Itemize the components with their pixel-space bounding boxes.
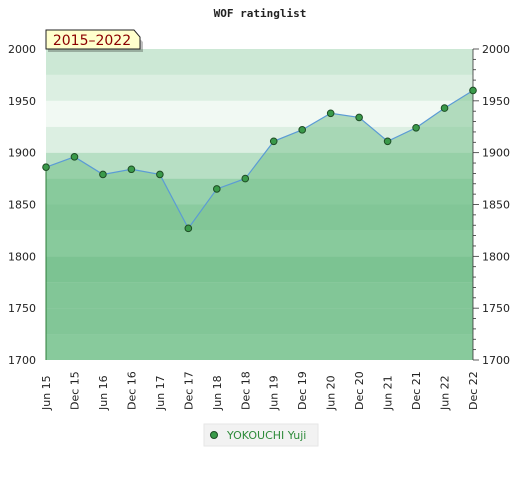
legend-marker [210, 431, 218, 439]
y-tick-right-1900: 1900 [482, 147, 510, 160]
rating-point[interactable] [326, 109, 335, 118]
legend-label: YOKOUCHI Yuji [226, 429, 306, 442]
rating-point[interactable] [269, 137, 278, 146]
y-tick-right-2000: 2000 [482, 43, 510, 56]
rating-area [45, 89, 474, 360]
x-tick-15: Dec 22 [467, 371, 480, 410]
rating-point[interactable] [184, 224, 193, 233]
y-tick-left-1850: 1850 [8, 199, 36, 212]
y-tick-left-1750: 1750 [8, 302, 36, 315]
rating-point[interactable] [383, 137, 392, 146]
x-tick-3: Dec 16 [125, 371, 138, 410]
x-tick-6: Jun 18 [211, 375, 224, 411]
chart-title: WOF ratinglist [214, 7, 307, 20]
rating-point[interactable] [99, 170, 107, 179]
x-axis: Jun 15 Dec 15 Jun 16 Dec 16 Jun 17 Dec 17 Jun … [40, 371, 480, 411]
x-tick-5: Dec 17 [182, 371, 195, 410]
y-tick-left-1950: 1950 [8, 95, 36, 108]
rating-point[interactable] [412, 123, 420, 132]
y-tick-left-1700: 1700 [8, 354, 36, 367]
period-badge: 2015–2022 [45, 29, 143, 52]
band-1975 [46, 49, 473, 75]
y-tick-left-2000: 2000 [8, 43, 36, 56]
right-axis: 1700 1750 1800 1850 1900 1950 2000 [472, 43, 510, 367]
period-badge-text: 2015–2022 [53, 33, 131, 49]
rating-point[interactable] [70, 153, 79, 161]
x-tick-1: Dec 15 [68, 371, 81, 410]
y-tick-left-1900: 1900 [8, 147, 36, 160]
x-tick-9: Dec 19 [296, 371, 309, 410]
y-tick-right-1750: 1750 [482, 302, 510, 315]
x-tick-11: Dec 20 [353, 371, 366, 410]
rating-point[interactable] [213, 185, 221, 193]
rating-point[interactable] [298, 126, 307, 134]
rating-point[interactable] [355, 113, 363, 122]
x-tick-4: Jun 17 [154, 375, 167, 411]
legend[interactable]: YOKOUCHI Yuji [203, 423, 319, 447]
rating-point[interactable] [127, 165, 136, 174]
y-tick-right-1700: 1700 [482, 354, 510, 367]
x-tick-14: Jun 22 [439, 375, 452, 411]
x-tick-2: Jun 16 [97, 375, 110, 411]
band-1925 [46, 100, 473, 127]
left-axis: 1700 1750 1800 1850 1900 1950 2000 [8, 43, 36, 367]
x-tick-8: Jun 19 [268, 375, 281, 411]
x-tick-10: Jun 20 [325, 375, 338, 411]
y-tick-left-1800: 1800 [8, 250, 36, 263]
rating-point[interactable] [241, 174, 250, 183]
rating-area-fill [46, 90, 473, 360]
x-tick-12: Jun 21 [382, 375, 395, 411]
x-tick-7: Dec 18 [239, 371, 252, 410]
rating-line [45, 89, 474, 230]
y-tick-right-1950: 1950 [482, 95, 510, 108]
rating-point[interactable] [42, 163, 50, 171]
band-1950 [46, 74, 473, 101]
rating-point[interactable] [440, 104, 449, 112]
y-tick-right-1800: 1800 [482, 250, 510, 263]
y-tick-right-1850: 1850 [482, 199, 510, 212]
x-tick-13: Dec 21 [410, 371, 423, 410]
rating-points [42, 86, 477, 233]
rating-point[interactable] [469, 86, 477, 95]
rating-point[interactable] [156, 170, 164, 179]
x-tick-0: Jun 15 [40, 375, 53, 411]
